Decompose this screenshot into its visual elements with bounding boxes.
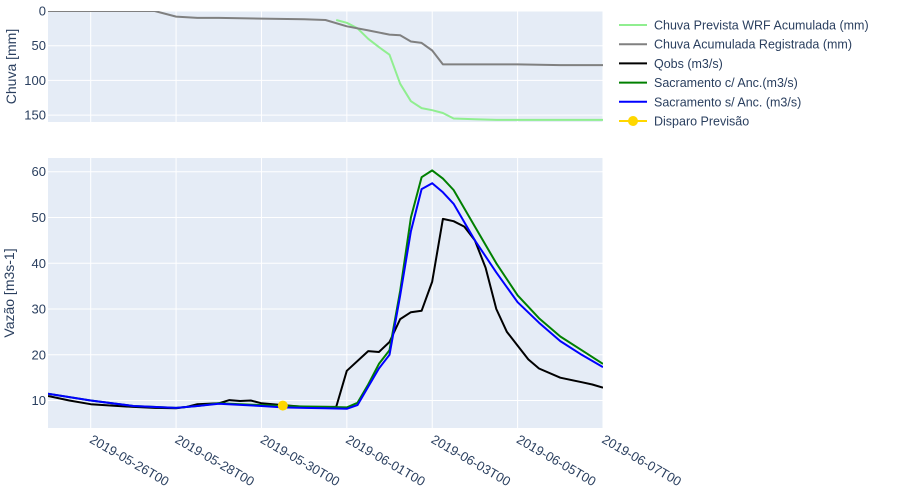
flow-y-tick-label: 40: [32, 256, 46, 271]
x-tick-label: 2019-05-30T00: [258, 432, 342, 489]
flow-y-tick-label: 50: [32, 210, 46, 225]
rain-y-tick-label: 50: [32, 38, 46, 53]
x-tick-label: 2019-05-28T00: [173, 432, 257, 489]
flow-y-axis-title: Vazão [m3s-1]: [1, 248, 17, 337]
legend-label: Sacramento s/ Anc. (m3/s): [654, 95, 801, 109]
rain-plot-area: [48, 11, 603, 122]
legend-label: Disparo Previsão: [654, 115, 749, 129]
legend-item[interactable]: Sacramento s/ Anc. (m3/s): [619, 95, 801, 109]
rain-y-tick-label: 0: [39, 4, 46, 19]
legend-marker: [628, 116, 638, 126]
legend-item[interactable]: Disparo Previsão: [619, 115, 749, 129]
legend-item[interactable]: Chuva Prevista WRF Acumulada (mm): [619, 19, 869, 33]
x-tick-label: 2019-06-01T00: [343, 432, 427, 489]
legend-label: Chuva Acumulada Registrada (mm): [654, 38, 852, 52]
rain-y-tick-label: 100: [24, 73, 46, 88]
rain-panel: 0 50 100 150 Chuva [mm]: [3, 4, 604, 123]
legend[interactable]: Chuva Prevista WRF Acumulada (mm) Chuva A…: [619, 19, 869, 129]
flow-panel: 10 20 30 40 50 60 Vazão [m3s-1]: [1, 158, 604, 428]
legend-label: Sacramento c/ Anc.(m3/s): [654, 76, 798, 90]
marker-disparo-previs-o[interactable]: [277, 400, 288, 411]
rain-y-axis-title: Chuva [mm]: [3, 29, 19, 104]
series-line-chuva-acumulada-registrada-mm[interactable]: [48, 11, 603, 67]
series-line-sacramento-s-anc-m3-s[interactable]: [48, 182, 603, 410]
flow-y-tick-label: 10: [32, 393, 46, 408]
x-tick-label: 2019-06-03T00: [429, 432, 513, 489]
legend-label: Qobs (m3/s): [654, 57, 723, 71]
flow-y-tick-label: 20: [32, 347, 46, 362]
x-tick-label: 2019-06-05T00: [514, 432, 598, 489]
flow-plot-area: [48, 158, 603, 428]
series-line-chuva-prevista-wrf-acumulada-mm[interactable]: [335, 19, 603, 121]
x-tick-label: 2019-05-26T00: [87, 432, 171, 489]
legend-label: Chuva Prevista WRF Acumulada (mm): [654, 19, 869, 33]
rain-y-tick-label: 150: [24, 108, 46, 123]
legend-item[interactable]: Qobs (m3/s): [619, 57, 723, 71]
x-axis: 2019-05-26T00 2019-05-28T00 2019-05-30T00 2…: [87, 432, 684, 489]
flow-y-tick-label: 60: [32, 164, 46, 179]
legend-item[interactable]: Chuva Acumulada Registrada (mm): [619, 38, 852, 52]
legend-item[interactable]: Sacramento c/ Anc.(m3/s): [619, 76, 798, 90]
flow-y-tick-label: 30: [32, 302, 46, 317]
x-tick-label: 2019-06-07T00: [600, 432, 684, 489]
